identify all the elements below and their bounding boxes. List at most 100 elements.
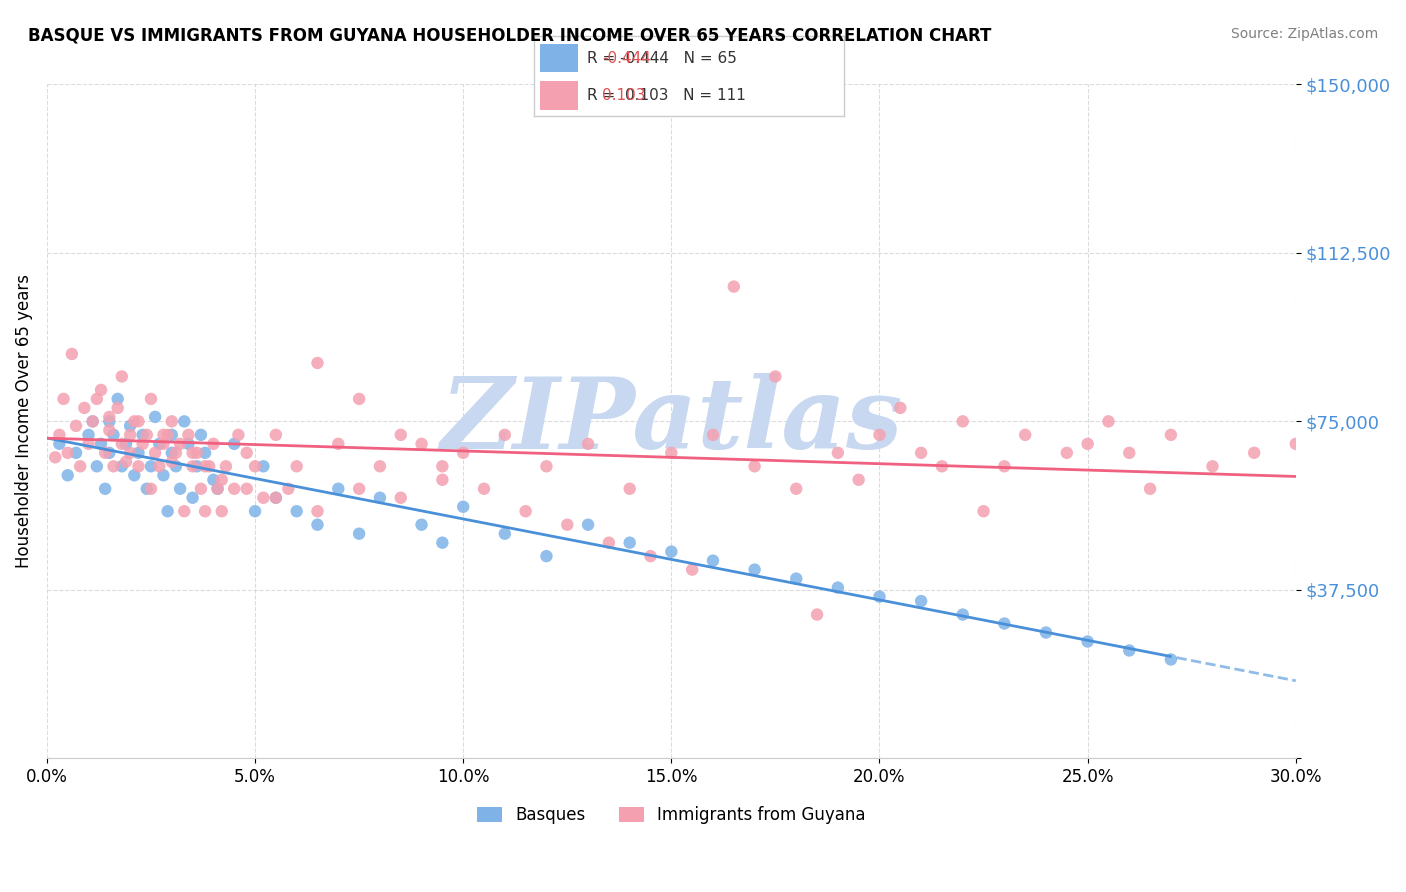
Point xyxy=(131,428,153,442)
Point xyxy=(264,428,287,442)
Point xyxy=(211,504,233,518)
Point xyxy=(124,468,146,483)
Point xyxy=(952,414,974,428)
Point xyxy=(659,544,682,558)
Point xyxy=(536,459,558,474)
Point xyxy=(152,437,174,451)
Point xyxy=(103,428,125,442)
Point xyxy=(48,437,70,451)
Text: R =  0.103   N = 111: R = 0.103 N = 111 xyxy=(586,88,745,103)
Point xyxy=(131,437,153,451)
Point xyxy=(1077,437,1099,451)
Point xyxy=(228,428,250,442)
Point xyxy=(215,459,238,474)
Point xyxy=(723,279,745,293)
Text: BASQUE VS IMMIGRANTS FROM GUYANA HOUSEHOLDER INCOME OVER 65 YEARS CORRELATION CH: BASQUE VS IMMIGRANTS FROM GUYANA HOUSEHO… xyxy=(28,27,991,45)
Point xyxy=(494,526,516,541)
Point xyxy=(143,446,166,460)
Point xyxy=(139,482,162,496)
Point xyxy=(806,607,828,622)
Point xyxy=(827,446,849,460)
Point xyxy=(82,414,104,428)
Point xyxy=(555,517,578,532)
Point xyxy=(177,428,200,442)
Point xyxy=(785,572,807,586)
Point xyxy=(763,369,786,384)
Point xyxy=(451,500,474,514)
Point xyxy=(73,401,96,415)
Point xyxy=(785,482,807,496)
Point xyxy=(148,437,170,451)
Point xyxy=(619,535,641,549)
Point xyxy=(65,418,87,433)
Point xyxy=(56,446,79,460)
Point xyxy=(120,446,142,460)
Point xyxy=(111,369,134,384)
Point xyxy=(94,446,117,460)
Point xyxy=(432,535,454,549)
Point xyxy=(173,414,195,428)
Point xyxy=(103,459,125,474)
Point xyxy=(515,504,537,518)
Point xyxy=(993,616,1015,631)
Point xyxy=(60,347,83,361)
Point xyxy=(869,428,891,442)
Point xyxy=(181,459,204,474)
Point xyxy=(165,446,187,460)
Point xyxy=(1160,652,1182,666)
Point xyxy=(156,504,179,518)
Point xyxy=(619,482,641,496)
Point xyxy=(389,428,412,442)
Point xyxy=(328,482,350,496)
Point xyxy=(160,455,183,469)
Point xyxy=(347,392,370,406)
Point xyxy=(115,455,138,469)
Point xyxy=(1243,446,1265,460)
Text: ZIPatlas: ZIPatlas xyxy=(440,373,903,469)
Point xyxy=(65,446,87,460)
Point xyxy=(148,459,170,474)
Point xyxy=(44,450,66,465)
Point xyxy=(107,392,129,406)
Point xyxy=(1077,634,1099,648)
Point xyxy=(307,517,329,532)
Point xyxy=(124,414,146,428)
Point xyxy=(869,590,891,604)
Text: -0.444: -0.444 xyxy=(602,51,651,66)
Point xyxy=(165,459,187,474)
Point xyxy=(702,554,724,568)
Point xyxy=(285,459,308,474)
Point xyxy=(889,401,911,415)
Point xyxy=(347,526,370,541)
Point xyxy=(235,482,257,496)
Point xyxy=(952,607,974,622)
Point xyxy=(173,504,195,518)
Point xyxy=(52,392,75,406)
Point xyxy=(190,482,212,496)
Point xyxy=(931,459,953,474)
Point xyxy=(194,504,217,518)
Point xyxy=(640,549,662,563)
Point xyxy=(1056,446,1078,460)
Point xyxy=(127,446,149,460)
Point xyxy=(252,491,274,505)
Point xyxy=(472,482,495,496)
Point xyxy=(451,446,474,460)
Point xyxy=(277,482,299,496)
Point xyxy=(111,437,134,451)
Point xyxy=(1118,643,1140,657)
Point xyxy=(194,446,217,460)
FancyBboxPatch shape xyxy=(540,81,578,110)
Point xyxy=(115,437,138,451)
Point xyxy=(156,428,179,442)
Point xyxy=(1201,459,1223,474)
Point xyxy=(160,428,183,442)
Point xyxy=(494,428,516,442)
Point xyxy=(169,437,191,451)
Point xyxy=(347,482,370,496)
Point xyxy=(1285,437,1308,451)
Point xyxy=(120,418,142,433)
Point xyxy=(598,535,620,549)
Point xyxy=(389,491,412,505)
Point xyxy=(186,446,208,460)
